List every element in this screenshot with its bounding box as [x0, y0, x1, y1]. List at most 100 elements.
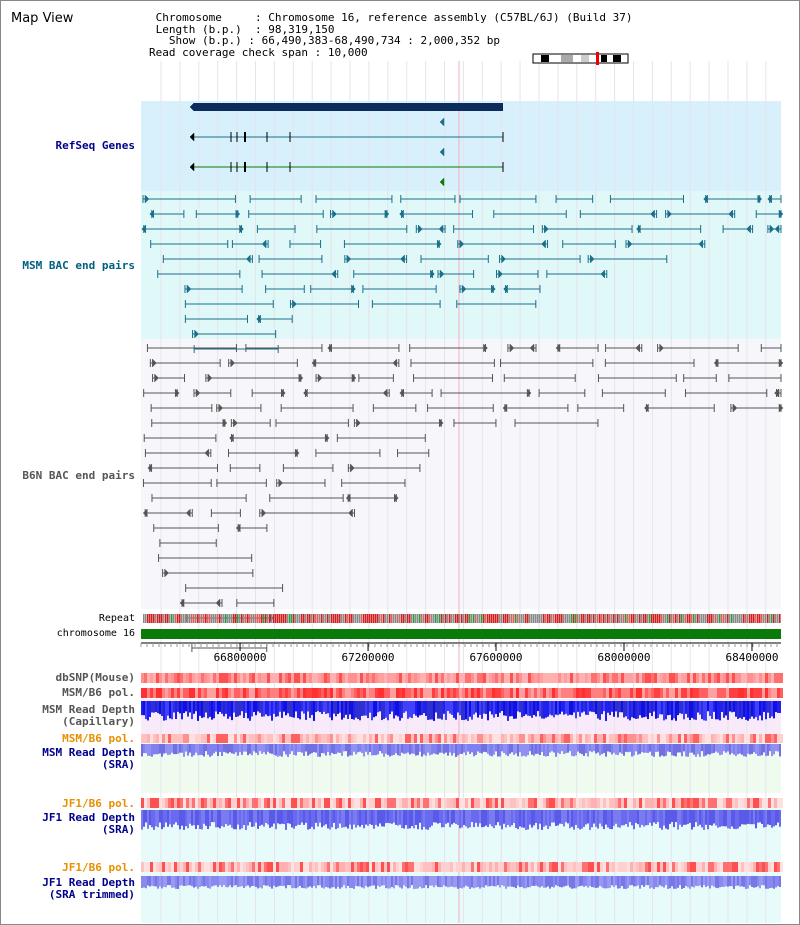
msm-bac-arrow — [501, 254, 506, 264]
msm-b6-pol-cell — [450, 688, 453, 698]
jf1-b6-pol2-cell — [780, 862, 783, 872]
jf1-b6-pol2-cell — [537, 862, 540, 872]
msm-depth-capillary-bar — [501, 701, 503, 712]
dbsnp-cell — [192, 673, 195, 683]
jf1-b6-pol-cell — [321, 798, 324, 808]
jf1-depth-trimmed-bar — [717, 876, 719, 889]
jf1-depth-trimmed-bar — [201, 876, 203, 887]
msm-depth-sra-bar — [329, 744, 331, 756]
msm-depth-sra-bar — [447, 744, 449, 756]
jf1-depth-sra-bar — [585, 810, 587, 825]
msm-depth-sra-bar — [499, 744, 501, 757]
jf1-depth-trimmed-bar — [321, 876, 323, 888]
msm-b6-pol2-cell — [693, 734, 696, 743]
msm-depth-capillary-bar — [527, 701, 529, 716]
jf1-depth-trimmed-bar — [377, 876, 379, 886]
jf1-depth-trimmed-bar — [393, 876, 395, 889]
msm-b6-pol-cell — [210, 688, 213, 698]
repeat-block — [217, 614, 219, 623]
jf1-depth-trimmed-bar — [455, 876, 457, 888]
jf1-b6-pol2-cell — [564, 862, 567, 872]
jf1-depth-sra-bar — [485, 810, 487, 826]
jf1-b6-pol2-cell — [249, 862, 252, 872]
msm-depth-capillary-bar — [585, 701, 587, 715]
repeat-block — [503, 614, 505, 623]
repeat-block — [157, 614, 159, 623]
b6n-bac-arrow — [394, 493, 399, 503]
jf1-b6-pol-cell — [417, 798, 420, 808]
b6n-bac-arrow — [526, 388, 532, 398]
msm-b6-pol-cell — [387, 688, 390, 698]
b6n-bac-label: B6N BAC end pairs — [22, 469, 135, 482]
msm-b6-pol2-label: MSM/B6 pol. — [62, 732, 135, 745]
jf1-b6-pol2-cell — [561, 862, 564, 872]
dbsnp-cell — [306, 673, 309, 683]
jf1-depth-trimmed-bar — [739, 876, 741, 887]
jf1-depth-trimmed-bar — [719, 876, 721, 888]
dbsnp-cell — [471, 673, 474, 683]
jf1-b6-pol2-cell — [525, 862, 528, 872]
jf1-b6-pol2-cell — [471, 862, 474, 872]
msm-depth-sra-bar — [601, 744, 603, 755]
jf1-b6-pol-cell — [777, 798, 780, 808]
repeat-block — [487, 614, 489, 623]
msm-depth-capillary-bar — [735, 701, 737, 717]
msm-b6-pol-cell — [600, 688, 603, 698]
jf1-depth-trimmed-bar — [167, 876, 169, 886]
repeat-block — [651, 614, 653, 623]
repeat-block — [747, 614, 749, 623]
jf1-depth-sra-bar — [617, 810, 619, 828]
msm-b6-pol2-cell — [147, 734, 150, 743]
msm-depth-capillary-bar — [641, 701, 643, 718]
msm-depth-sra-bar — [233, 744, 235, 754]
jf1-b6-pol-cell — [447, 798, 450, 808]
dbsnp-cell — [723, 673, 726, 683]
msm-depth-sra-bar — [647, 744, 649, 753]
jf1-b6-pol2-cell — [597, 862, 600, 872]
jf1-depth-sra-bar — [247, 810, 249, 826]
jf1-depth-trimmed-bar — [735, 876, 737, 886]
jf1-depth-sra-bar — [569, 810, 571, 829]
jf1-depth-sra-bar — [453, 810, 455, 823]
msm-b6-pol2-cell — [276, 734, 279, 743]
jf1-b6-pol2-cell — [162, 862, 165, 872]
repeat-block — [469, 614, 471, 623]
jf1-depth-trimmed-bar — [541, 876, 543, 887]
jf1-b6-pol2-cell — [273, 862, 276, 872]
repeat-block — [393, 614, 395, 623]
jf1-b6-pol2-cell — [639, 862, 642, 872]
jf1-depth-trimmed-bar — [525, 876, 527, 889]
repeat-block — [537, 614, 539, 623]
jf1-depth-trimmed-bar — [733, 876, 735, 889]
jf1-depth-sra-bar — [401, 810, 403, 828]
jf1-depth-trimmed-bar — [501, 876, 503, 886]
jf1-b6-pol-cell — [264, 798, 267, 808]
msm-b6-pol-cell — [342, 688, 345, 698]
jf1-b6-pol2-cell — [516, 862, 519, 872]
msm-b6-pol2-cell — [435, 734, 438, 743]
jf1-depth-sra-bar — [695, 810, 697, 823]
jf1-depth-trimmed-bar — [573, 876, 575, 889]
msm-b6-pol-cell — [336, 688, 339, 698]
msm-depth-capillary-bar — [457, 701, 459, 713]
msm-depth-capillary-bar — [243, 701, 245, 718]
jf1-depth-sra-bar — [609, 810, 611, 830]
jf1-b6-pol2-cell — [372, 862, 375, 872]
msm-b6-pol-cell — [657, 688, 660, 698]
jf1-depth-sra-bar — [649, 810, 651, 823]
b6n-bac-arrow — [298, 373, 304, 383]
jf1-b6-pol2-cell — [177, 862, 180, 872]
repeat-block — [637, 614, 639, 623]
msm-depth-capillary-bar — [621, 701, 623, 713]
msm-b6-pol2-cell — [735, 734, 738, 743]
jf1-depth-trimmed-bar — [721, 876, 723, 887]
msm-depth-capillary-bar — [765, 701, 767, 720]
jf1-depth-trimmed-bar — [679, 876, 681, 886]
msm-depth-capillary-bar — [157, 701, 159, 714]
repeat-block — [283, 614, 285, 623]
jf1-b6-pol-cell — [282, 798, 285, 808]
dbsnp-cell — [675, 673, 678, 683]
msm-depth-capillary-bar — [219, 701, 221, 712]
msm-depth-sra-bar — [759, 744, 761, 756]
